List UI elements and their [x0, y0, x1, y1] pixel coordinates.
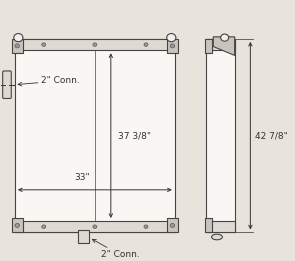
Ellipse shape [212, 234, 222, 240]
Circle shape [170, 44, 175, 48]
Text: 2" Conn.: 2" Conn. [92, 239, 140, 259]
Circle shape [170, 223, 175, 227]
Circle shape [93, 43, 97, 46]
Text: 33": 33" [74, 173, 90, 182]
Circle shape [15, 44, 19, 48]
Bar [12, 39, 23, 53]
Circle shape [42, 225, 46, 228]
Bar [12, 218, 23, 232]
Bar [15, 39, 175, 50]
FancyBboxPatch shape [3, 71, 11, 98]
Bar [206, 39, 235, 232]
Bar [205, 218, 212, 232]
Bar [206, 39, 235, 50]
Bar [167, 218, 178, 232]
Bar [206, 221, 235, 232]
Circle shape [144, 43, 148, 46]
Circle shape [167, 34, 176, 42]
Bar [78, 230, 89, 242]
Bar [167, 39, 178, 53]
Circle shape [42, 43, 46, 46]
Circle shape [14, 34, 23, 42]
Polygon shape [213, 37, 235, 55]
Text: 37 3/8": 37 3/8" [118, 131, 151, 140]
Bar [15, 221, 175, 232]
Bar [15, 39, 175, 232]
Circle shape [144, 225, 148, 228]
Circle shape [221, 34, 229, 41]
Circle shape [93, 225, 97, 228]
Text: 42 7/8": 42 7/8" [255, 131, 288, 140]
Circle shape [15, 223, 19, 227]
Bar [205, 39, 212, 53]
Text: 2" Conn.: 2" Conn. [18, 76, 79, 86]
